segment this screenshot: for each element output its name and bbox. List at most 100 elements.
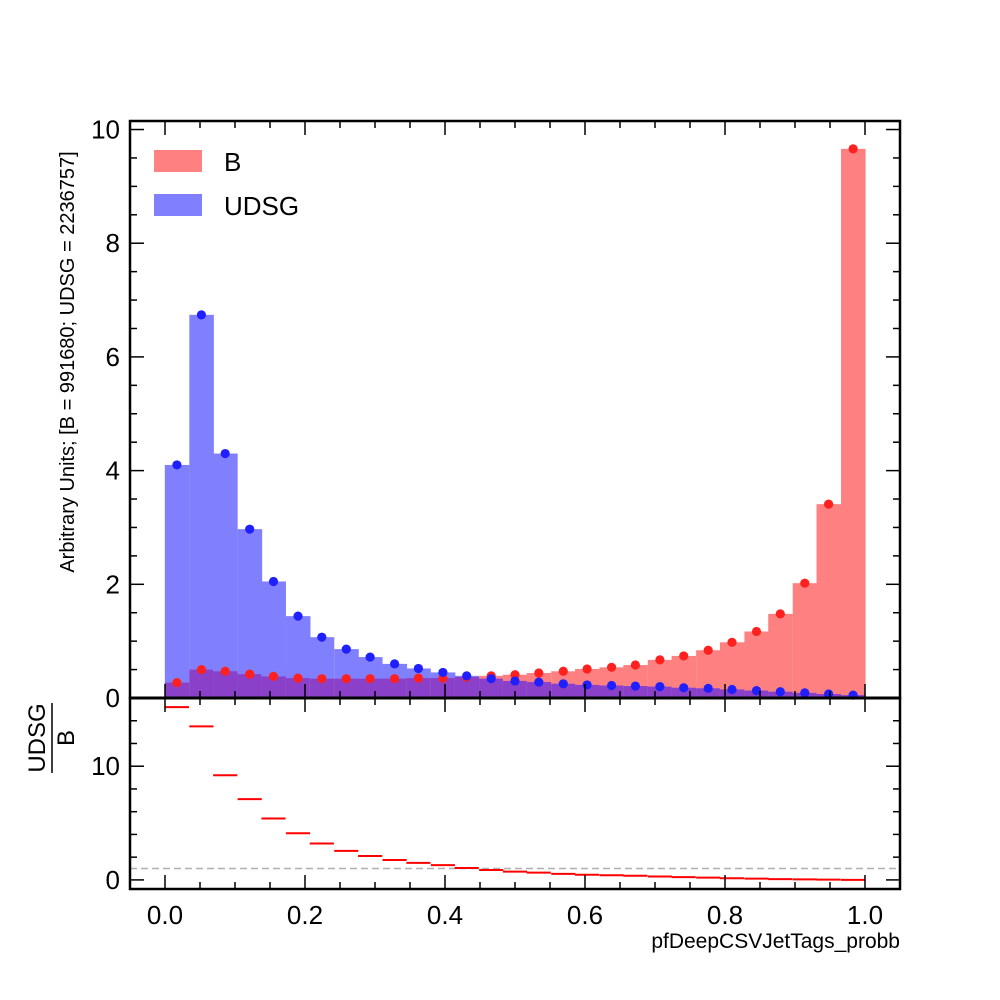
y-tick-label: 4 xyxy=(106,456,120,486)
marker-udsg xyxy=(534,677,544,687)
marker-b xyxy=(365,674,375,684)
marker-udsg xyxy=(293,611,303,621)
main-y-tick-labels: 0 2 4 6 8 10 xyxy=(91,115,120,713)
y-tick-label: 6 xyxy=(106,342,120,372)
marker-udsg xyxy=(196,310,206,320)
x-tick-label: 0.8 xyxy=(707,900,743,930)
bar-overlap xyxy=(671,687,697,698)
marker-b xyxy=(317,674,327,684)
marker-udsg xyxy=(341,644,351,654)
x-tick-label: 0.4 xyxy=(427,900,463,930)
marker-udsg xyxy=(172,460,182,470)
y-tick-label: 10 xyxy=(91,115,120,145)
bar-overlap xyxy=(309,678,335,698)
marker-udsg xyxy=(607,680,617,691)
marker-b xyxy=(220,666,230,676)
bar-b xyxy=(768,613,793,698)
bar-overlap xyxy=(189,669,214,698)
x-tick-label: 0.2 xyxy=(287,900,323,930)
bar-overlap xyxy=(479,678,504,698)
x-tick-label: 1.0 xyxy=(847,900,883,930)
bar-udsg xyxy=(189,314,214,698)
legend-label-udsg: UDSG xyxy=(224,191,299,221)
bar-overlap xyxy=(647,686,673,698)
ratio-y-tick-labels: 0 10 xyxy=(91,751,120,895)
marker-udsg xyxy=(558,679,568,689)
ratio-y-tick-label: 0 xyxy=(106,865,120,895)
x-tick-label: 0.0 xyxy=(147,900,183,930)
bar-overlap xyxy=(551,683,576,698)
bar-overlap xyxy=(406,678,431,698)
bar-udsg xyxy=(164,464,190,698)
marker-udsg xyxy=(679,683,689,693)
y-axis-label: Arbitrary Units; [B = 991680; UDSG = 223… xyxy=(57,151,79,572)
marker-udsg xyxy=(390,659,400,669)
marker-b xyxy=(775,609,785,619)
marker-b xyxy=(413,673,423,683)
marker-udsg xyxy=(727,684,737,695)
histogram-bars xyxy=(164,148,866,699)
marker-b xyxy=(703,645,713,655)
marker-udsg xyxy=(413,663,423,674)
bar-b xyxy=(792,583,818,698)
legend-swatch-udsg xyxy=(154,194,202,216)
marker-b xyxy=(390,674,400,684)
marker-b xyxy=(727,637,737,647)
marker-b xyxy=(607,662,617,672)
marker-udsg xyxy=(751,686,762,696)
bar-b xyxy=(816,504,842,698)
marker-udsg xyxy=(245,524,255,534)
legend-swatch-b xyxy=(154,150,202,172)
marker-udsg xyxy=(438,667,448,678)
x-tick-label: 0.6 xyxy=(567,900,603,930)
marker-b xyxy=(800,578,810,588)
marker-b xyxy=(824,499,834,509)
ratio-y-axis-label: UDSG B xyxy=(24,703,80,773)
marker-udsg xyxy=(365,652,375,662)
marker-udsg xyxy=(317,632,327,642)
main-histogram-panel: 0 2 4 6 8 10 Arbitrary Units; [B = 991680; UD… xyxy=(57,115,902,713)
legend: B UDSG xyxy=(154,147,299,221)
marker-udsg xyxy=(462,671,472,681)
ratio-label-numerator: UDSG xyxy=(24,703,51,772)
marker-b xyxy=(582,664,592,674)
ratio-y-tick-label: 10 xyxy=(91,751,120,781)
marker-udsg xyxy=(824,689,834,699)
marker-b xyxy=(245,669,255,679)
marker-b xyxy=(848,144,858,154)
bar-overlap xyxy=(237,674,263,698)
bar-b xyxy=(841,148,866,699)
bar-overlap xyxy=(599,685,625,698)
marker-b xyxy=(534,668,544,678)
legend-label-b: B xyxy=(224,147,241,177)
bar-overlap xyxy=(526,682,552,698)
bar-overlap xyxy=(430,678,456,698)
bar-udsg xyxy=(213,453,238,698)
bar-overlap xyxy=(696,688,721,698)
bar-overlap xyxy=(164,682,190,698)
ratio-steps xyxy=(164,706,866,881)
y-tick-label: 8 xyxy=(106,228,120,258)
marker-udsg xyxy=(630,681,641,691)
ratio-panel: 0 10 UDSG B xyxy=(24,696,902,895)
bar-overlap xyxy=(623,686,648,698)
bar-overlap xyxy=(502,680,528,698)
marker-udsg xyxy=(486,674,496,684)
marker-udsg xyxy=(582,680,592,690)
x-tick-labels: 0.0 0.2 0.4 0.6 0.8 1.0 xyxy=(147,900,883,930)
bar-overlap xyxy=(261,676,286,698)
marker-udsg xyxy=(655,682,665,692)
marker-b xyxy=(293,673,303,683)
bar-overlap xyxy=(358,678,383,698)
marker-b xyxy=(655,655,665,665)
marker-b xyxy=(196,664,206,675)
marker-b xyxy=(558,666,568,676)
marker-udsg xyxy=(220,448,230,459)
marker-udsg xyxy=(268,576,279,587)
y-tick-label: 0 xyxy=(106,683,120,713)
marker-b xyxy=(630,660,641,670)
marker-b xyxy=(172,678,182,688)
histogram-markers xyxy=(172,144,858,700)
bar-overlap xyxy=(382,678,408,698)
